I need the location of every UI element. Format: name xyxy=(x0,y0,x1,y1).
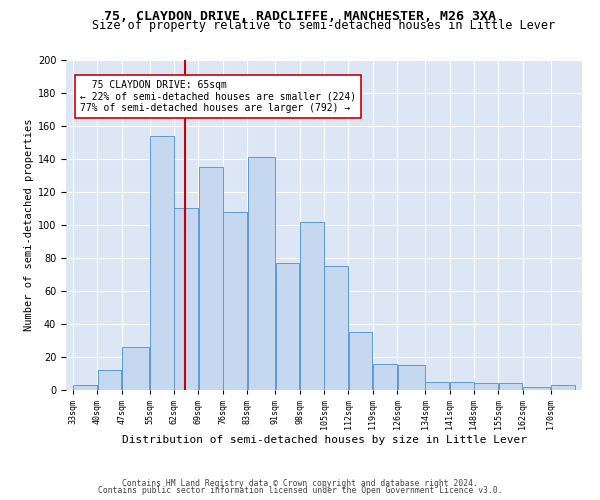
Bar xyxy=(474,384,498,390)
Y-axis label: Number of semi-detached properties: Number of semi-detached properties xyxy=(23,118,34,331)
Bar xyxy=(199,167,223,390)
Bar xyxy=(523,386,550,390)
Bar xyxy=(175,208,198,390)
Bar xyxy=(450,382,473,390)
Bar xyxy=(223,212,247,390)
Bar xyxy=(325,266,348,390)
Bar xyxy=(373,364,397,390)
Text: Contains HM Land Registry data © Crown copyright and database right 2024.: Contains HM Land Registry data © Crown c… xyxy=(122,478,478,488)
Text: Contains public sector information licensed under the Open Government Licence v3: Contains public sector information licen… xyxy=(98,486,502,495)
Title: Size of property relative to semi-detached houses in Little Lever: Size of property relative to semi-detach… xyxy=(92,20,556,32)
Bar xyxy=(73,385,97,390)
Bar xyxy=(98,370,121,390)
Bar xyxy=(275,263,299,390)
Bar xyxy=(349,332,373,390)
Bar xyxy=(150,136,174,390)
Bar xyxy=(300,222,323,390)
Bar xyxy=(425,382,449,390)
Text: 75 CLAYDON DRIVE: 65sqm
← 22% of semi-detached houses are smaller (224)
77% of s: 75 CLAYDON DRIVE: 65sqm ← 22% of semi-de… xyxy=(80,80,356,113)
Bar xyxy=(398,365,425,390)
Bar xyxy=(499,384,523,390)
Bar xyxy=(122,347,149,390)
Bar xyxy=(248,158,275,390)
Text: 75, CLAYDON DRIVE, RADCLIFFE, MANCHESTER, M26 3XA: 75, CLAYDON DRIVE, RADCLIFFE, MANCHESTER… xyxy=(104,10,496,23)
X-axis label: Distribution of semi-detached houses by size in Little Lever: Distribution of semi-detached houses by … xyxy=(121,434,527,444)
Bar xyxy=(551,385,575,390)
